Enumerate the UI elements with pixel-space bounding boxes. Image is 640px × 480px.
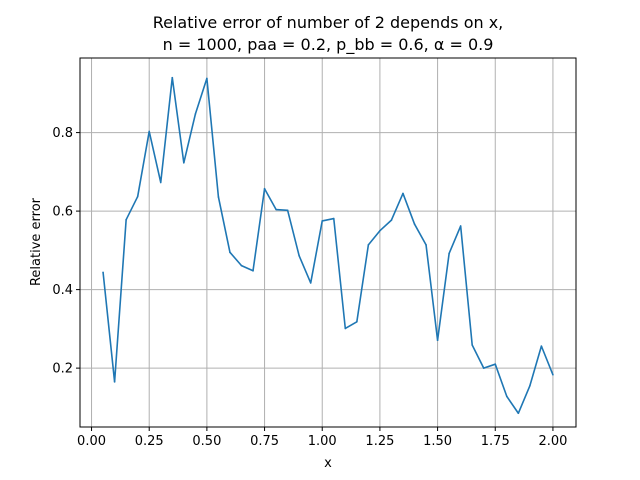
data-point [448,252,450,255]
data-point [517,412,520,415]
data-point [229,251,231,254]
x-axis-ticks: 0.00 0.25 0.50 0.75 1.00 1.25 1.50 1.75 2.00 [77,427,567,449]
data-point [482,367,485,369]
x-tick-label: 1.50 [423,434,452,449]
data-point [263,187,266,190]
data-point [148,130,151,133]
plot-series [102,76,554,415]
data-point [171,76,174,79]
data-point [413,223,416,225]
chart-title-line-2: n = 1000, paa = 0.2, p_bb = 0.6, α = 0.9 [163,35,494,55]
data-point [125,218,127,221]
x-tick-label: 2.00 [538,434,567,449]
data-point [552,373,554,376]
data-point [505,395,508,398]
data-point [113,381,116,383]
data-point [402,192,404,195]
data-point [286,209,289,212]
x-axis-label: x [324,456,332,471]
data-point [217,196,220,198]
y-tick-label: 0.8 [52,126,73,141]
series-line [102,76,554,415]
data-point [159,181,162,184]
data-point [425,244,427,246]
data-point [356,320,358,323]
x-tick-label: 1.75 [481,434,510,449]
chart-title-line-1: Relative error of number of 2 depends on… [153,13,504,32]
data-point [540,345,543,347]
data-point [494,363,497,365]
data-point [332,217,335,220]
y-tick-label: 0.6 [52,205,73,220]
data-point [344,327,347,330]
y-axis-ticks: 0.2 0.4 0.6 0.8 [52,126,80,377]
data-point [275,208,277,211]
plot-frame [79,57,577,428]
data-point [240,264,243,267]
data-point [252,269,254,272]
x-tick-label: 1.25 [365,434,394,449]
data-point [194,113,197,115]
y-tick-label: 0.4 [52,283,73,298]
data-point [390,219,393,221]
x-tick-label: 0.00 [77,434,106,449]
data-point [471,344,473,346]
data-point [102,271,104,274]
x-tick-label: 1.00 [308,434,337,449]
data-point [367,244,370,246]
grid-lines [80,58,576,427]
data-point [136,195,139,198]
data-point [529,384,531,387]
x-tick-label: 0.25 [135,434,164,449]
data-point [298,255,300,257]
y-axis-label: Relative error [29,197,44,286]
data-point [183,162,185,164]
x-tick-label: 0.50 [192,434,221,449]
data-point [379,229,381,232]
data-point [321,220,324,222]
x-tick-label: 0.75 [250,434,279,449]
data-point [436,339,439,342]
data-point [459,225,462,227]
data-point [206,77,208,80]
y-tick-label: 0.2 [52,362,73,377]
data-point [309,282,312,284]
